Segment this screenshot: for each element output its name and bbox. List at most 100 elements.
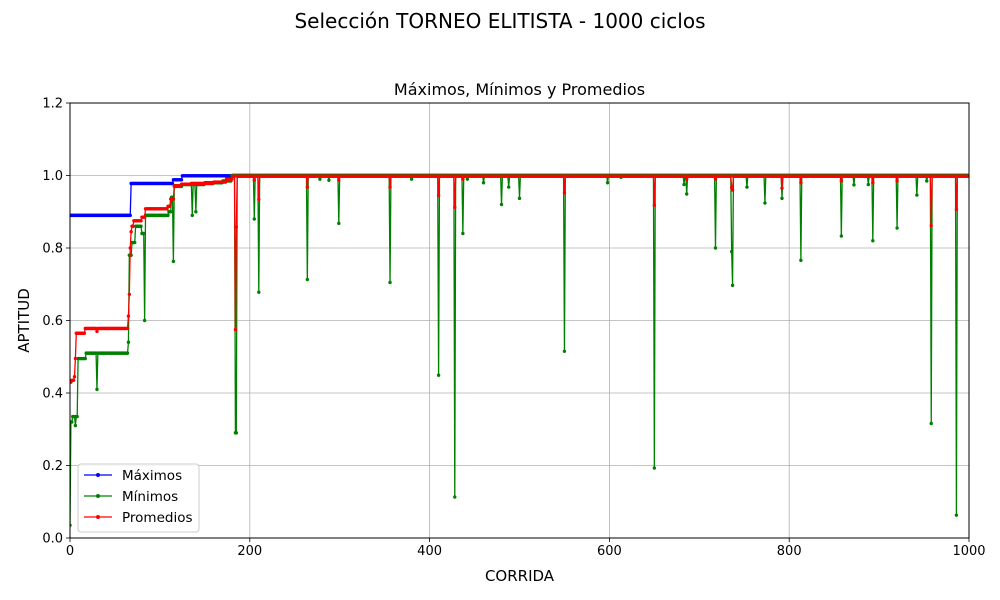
- x-axis: 0 200 400 600 800 1000: [66, 538, 986, 559]
- data-point: [257, 290, 261, 294]
- series-promedios: [70, 174, 969, 384]
- data-point: [125, 326, 130, 331]
- data-point: [388, 185, 392, 189]
- data-point: [230, 177, 234, 181]
- x-tick-label: 600: [597, 544, 622, 559]
- data-point: [871, 239, 875, 243]
- data-point: [852, 183, 856, 187]
- data-point: [73, 423, 78, 428]
- data-point: [128, 213, 132, 218]
- data-point: [337, 221, 341, 226]
- data-point: [605, 181, 610, 185]
- data-point: [925, 179, 929, 183]
- y-tick-label: 0.8: [42, 242, 63, 257]
- data-point: [780, 186, 784, 190]
- data-point: [562, 191, 567, 195]
- data-point: [318, 177, 322, 181]
- data-point: [954, 513, 959, 517]
- x-tick-label: 200: [237, 544, 262, 559]
- data-point: [652, 466, 657, 470]
- data-point: [481, 181, 486, 185]
- data-point: [436, 373, 441, 377]
- legend-label: Promedios: [122, 510, 193, 526]
- data-point: [142, 231, 146, 236]
- legend: Máximos Mínimos Promedios: [77, 463, 200, 533]
- x-tick-label: 1000: [952, 544, 985, 559]
- data-point: [871, 181, 875, 185]
- legend-marker: [96, 515, 100, 519]
- data-point: [453, 205, 457, 210]
- x-tick-label: 400: [417, 544, 442, 559]
- data-point: [142, 318, 147, 323]
- data-point: [839, 234, 844, 238]
- data-point: [507, 185, 511, 189]
- data-point: [895, 179, 899, 183]
- legend-box: [77, 463, 200, 533]
- data-point: [131, 224, 135, 228]
- data-point: [125, 351, 130, 355]
- data-point: [233, 327, 238, 332]
- data-point: [866, 182, 871, 187]
- data-point: [763, 201, 767, 205]
- data-point: [682, 182, 686, 187]
- data-point: [142, 215, 147, 219]
- data-point: [75, 414, 79, 419]
- data-point: [257, 197, 261, 202]
- data-point: [499, 202, 504, 207]
- data-point: [685, 177, 689, 181]
- y-tick-label: 1.0: [42, 169, 63, 184]
- data-point: [799, 181, 803, 185]
- y-tick-label: 1.2: [42, 97, 63, 112]
- data-point: [517, 196, 522, 201]
- data-point: [234, 225, 239, 229]
- data-point: [126, 314, 131, 318]
- data-point: [780, 196, 784, 201]
- figure-suptitle: Selección TORNEO ELITISTA - 1000 ciclos: [294, 9, 705, 33]
- data-point: [745, 185, 749, 189]
- data-point: [929, 421, 933, 426]
- data-point: [713, 177, 718, 181]
- y-tick-label: 0.0: [42, 532, 63, 547]
- data-point: [729, 174, 733, 178]
- data-point: [652, 203, 657, 207]
- legend-label: Mínimos: [122, 489, 178, 505]
- data-point: [72, 374, 77, 379]
- data-point: [71, 378, 76, 383]
- data-point: [252, 178, 256, 182]
- data-point: [305, 277, 310, 282]
- y-tick-label: 0.6: [42, 314, 63, 329]
- legend-label: Máximos: [122, 468, 182, 484]
- y-tick-label: 0.4: [42, 387, 63, 402]
- data-point: [95, 387, 99, 392]
- data-point: [966, 174, 969, 178]
- data-point: [95, 329, 99, 334]
- data-point: [139, 224, 143, 228]
- data-point: [126, 340, 131, 344]
- data-point: [327, 178, 331, 182]
- data-point: [713, 246, 718, 250]
- legend-marker: [96, 494, 100, 498]
- data-point: [83, 356, 87, 361]
- data-point: [232, 174, 237, 178]
- data-point: [799, 258, 803, 263]
- x-axis-label: CORRIDA: [485, 567, 555, 585]
- data-point: [179, 178, 184, 182]
- data-point: [461, 177, 465, 181]
- chart-title: Máximos, Mínimos y Promedios: [394, 80, 645, 99]
- data-point: [730, 283, 735, 288]
- data-point: [223, 180, 228, 184]
- data-point: [453, 495, 457, 499]
- data-point: [190, 213, 194, 218]
- data-point: [234, 431, 239, 435]
- data-point: [915, 193, 919, 197]
- x-tick-label: 800: [777, 544, 802, 559]
- data-point: [127, 292, 132, 297]
- data-point: [194, 210, 198, 214]
- data-point: [895, 226, 899, 230]
- x-tick-label: 0: [66, 544, 74, 559]
- data-point: [73, 356, 78, 361]
- data-point: [461, 231, 465, 236]
- y-axis: 0.0 0.2 0.4 0.6 0.8 1.0 1.2: [42, 97, 70, 547]
- data-point: [436, 193, 441, 198]
